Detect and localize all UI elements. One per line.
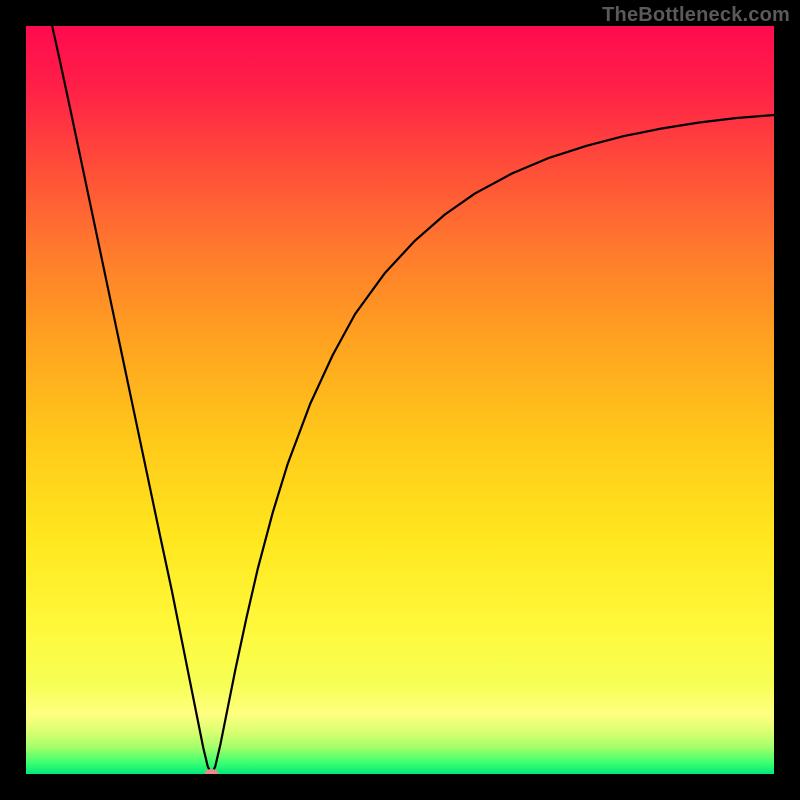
watermark-text: TheBottleneck.com xyxy=(602,4,790,27)
chart-frame: TheBottleneck.com xyxy=(0,0,800,800)
bottleneck-curve xyxy=(26,26,774,774)
plot-area xyxy=(26,26,774,774)
min-marker xyxy=(205,769,219,774)
curve-path xyxy=(52,26,774,774)
